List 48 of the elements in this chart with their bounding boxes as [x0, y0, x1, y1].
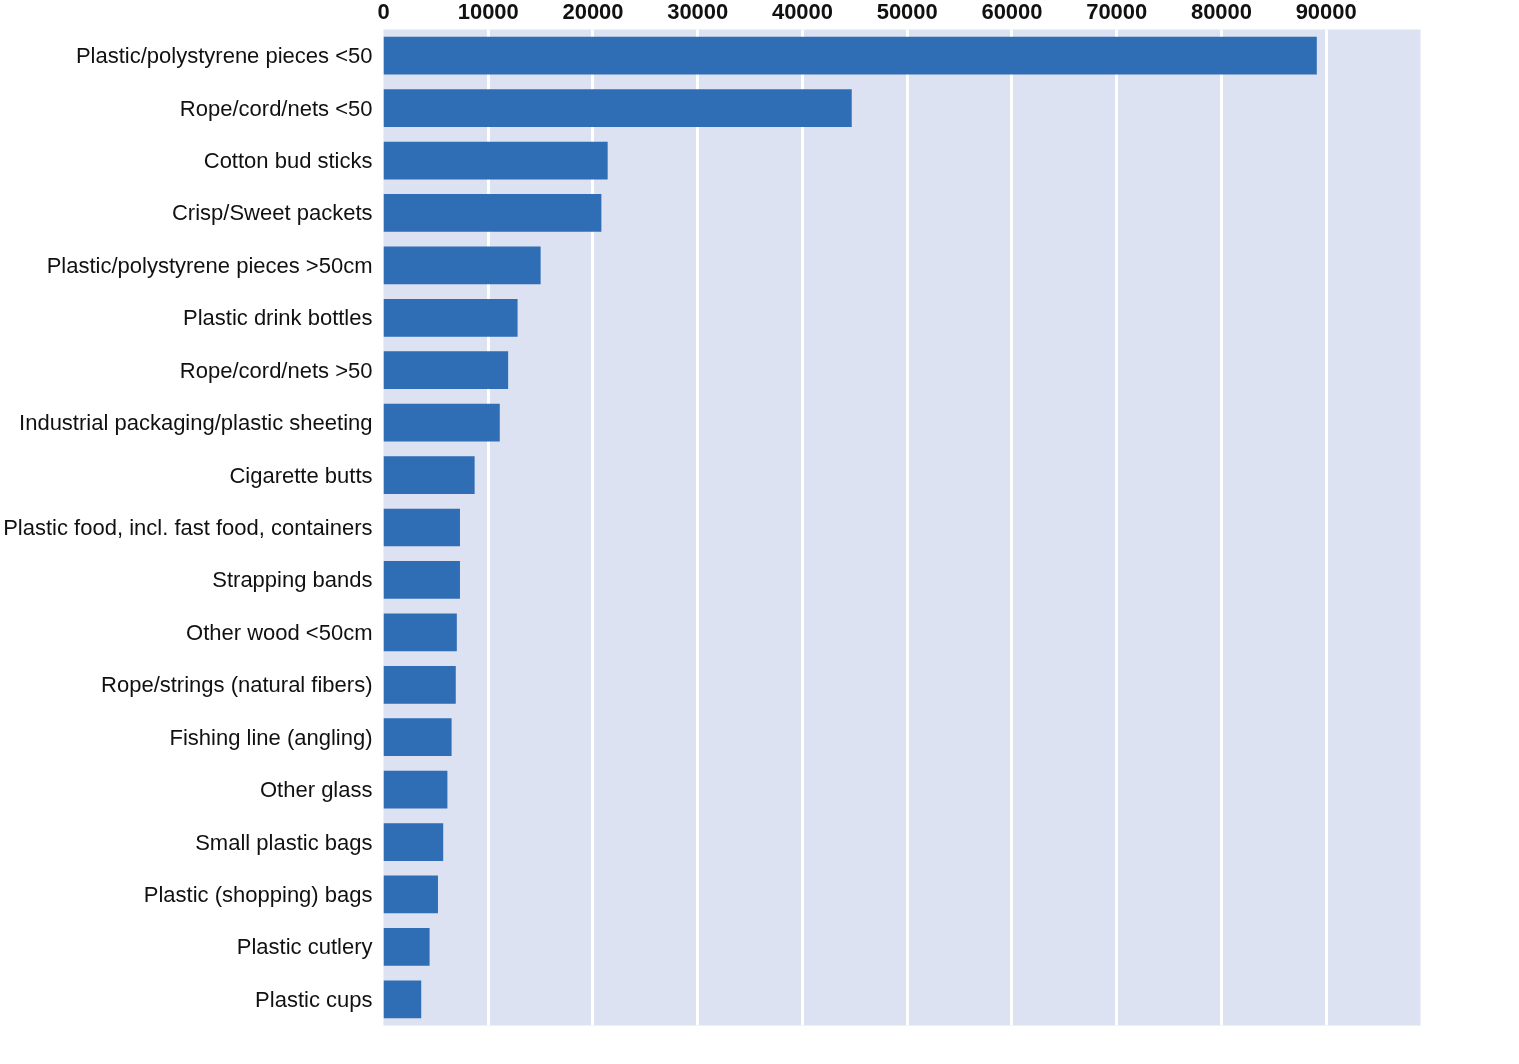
bar [383, 665, 456, 704]
bar [383, 928, 430, 966]
x-tick-label: 60000 [981, 0, 1043, 24]
bar [383, 36, 1317, 75]
bar [383, 246, 541, 285]
bar [383, 403, 500, 442]
bar [383, 980, 422, 1019]
bar [383, 823, 444, 861]
y-tick-label: Plastic (shopping) bags [143, 881, 373, 907]
x-tick-label: 40000 [771, 0, 834, 24]
bar [383, 875, 438, 914]
y-tick-label: Strapping bands [212, 567, 373, 593]
x-tick-label: 0 [377, 0, 390, 24]
x-tick-label: 20000 [562, 0, 624, 24]
x-tick-label: 90000 [1295, 0, 1357, 24]
bar [383, 561, 460, 599]
y-tick-label: Fishing line (angling) [169, 724, 373, 750]
bar [383, 194, 602, 232]
x-tick-label: 10000 [457, 0, 519, 24]
y-tick-label: Small plastic bags [195, 829, 373, 855]
x-tick-label: 30000 [667, 0, 729, 24]
x-tick-label: 70000 [1086, 0, 1148, 24]
y-tick-label: Cigarette butts [229, 462, 373, 488]
y-tick-label: Rope/strings (natural fibers) [101, 672, 373, 698]
y-tick-label: Cotton bud sticks [203, 148, 373, 174]
y-tick-label: Plastic food, incl. fast food, containers [3, 515, 373, 540]
bar [383, 351, 509, 390]
y-tick-label: Plastic cutlery [236, 934, 373, 960]
y-tick-label: Other wood <50cm [186, 619, 373, 645]
bar [383, 298, 518, 337]
bar [383, 508, 460, 547]
y-tick-label: Plastic/polystyrene pieces >50cm [46, 252, 373, 278]
bar [383, 770, 448, 809]
bar [383, 718, 452, 757]
x-tick-label: 80000 [1190, 0, 1253, 24]
y-tick-label: Rope/cord/nets <50 [179, 95, 373, 121]
y-tick-label: Crisp/Sweet packets [171, 200, 373, 226]
y-tick-label: Other glass [260, 777, 373, 803]
y-tick-label: Plastic drink bottles [182, 305, 373, 331]
bar [383, 141, 608, 180]
bar [383, 456, 475, 494]
y-tick-label: Plastic cups [255, 986, 373, 1012]
y-tick-label: Plastic/polystyrene pieces <50 [75, 43, 373, 69]
y-tick-label: Rope/cord/nets >50 [179, 357, 373, 383]
bar [383, 89, 852, 127]
bar [383, 613, 457, 652]
x-tick-label: 50000 [876, 0, 938, 24]
y-tick-label: Industrial packaging/plastic sheeting [19, 410, 373, 436]
